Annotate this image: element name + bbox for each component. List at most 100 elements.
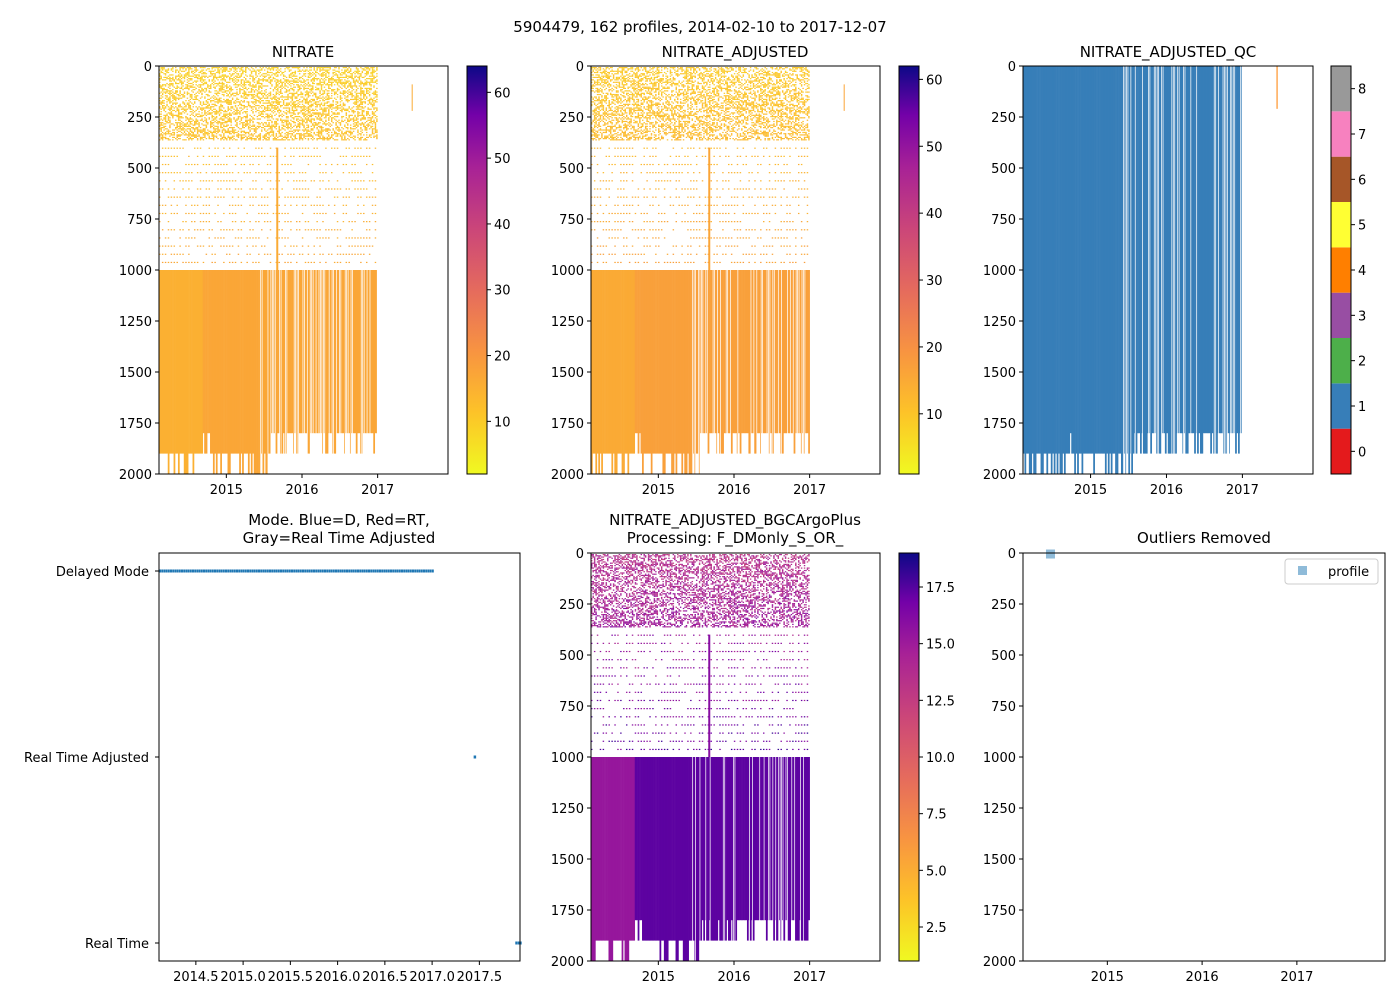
shallow-sample — [303, 81, 305, 83]
shallow-sample — [244, 86, 247, 88]
shallow-sample — [236, 122, 238, 124]
shallow-sample — [333, 89, 336, 91]
shallow-sample — [265, 123, 267, 125]
shallow-sample — [322, 100, 324, 102]
shallow-sample — [191, 95, 193, 97]
shallow-sample — [354, 81, 356, 83]
shallow-sample — [256, 109, 259, 112]
shallow-sample — [349, 84, 352, 86]
shallow-sample — [281, 135, 283, 137]
shallow-sample — [205, 125, 208, 127]
shallow-sample — [316, 134, 318, 136]
shallow-sample — [226, 163, 228, 166]
shallow-sample — [354, 155, 356, 157]
shallow-sample — [180, 87, 183, 90]
shallow-sample — [176, 86, 178, 88]
shallow-sample — [320, 69, 323, 71]
shallow-sample — [226, 124, 228, 126]
shallow-sample — [297, 125, 299, 127]
shallow-sample — [221, 91, 224, 93]
shallow-sample — [351, 118, 353, 120]
shallow-sample — [274, 96, 276, 98]
shallow-sample — [335, 106, 337, 108]
shallow-sample — [223, 82, 225, 85]
shallow-sample — [284, 85, 286, 87]
shallow-sample — [179, 67, 181, 69]
shallow-sample — [164, 120, 167, 123]
shallow-sample — [354, 103, 356, 105]
shallow-sample — [368, 196, 371, 198]
shallow-sample — [234, 113, 237, 115]
shallow-sample — [281, 98, 283, 101]
shallow-sample — [322, 253, 324, 255]
shallow-sample — [177, 112, 180, 114]
shallow-sample — [278, 80, 280, 82]
shallow-sample — [172, 115, 174, 118]
shallow-sample — [339, 109, 342, 112]
shallow-sample — [281, 131, 283, 134]
shallow-sample — [263, 69, 266, 71]
shallow-sample — [192, 128, 194, 130]
shallow-sample — [332, 122, 334, 124]
shallow-sample — [259, 79, 262, 81]
shallow-sample — [268, 128, 270, 130]
shallow-sample — [320, 78, 323, 80]
shallow-sample — [189, 96, 192, 98]
shallow-sample — [256, 122, 259, 124]
shallow-sample — [336, 107, 339, 109]
shallow-sample — [357, 180, 359, 182]
shallow-sample — [214, 104, 216, 107]
shallow-sample — [284, 135, 286, 137]
shallow-sample — [201, 109, 203, 112]
shallow-sample — [279, 134, 282, 136]
shallow-sample — [202, 221, 205, 223]
shallow-sample — [298, 93, 301, 96]
shallow-sample — [354, 135, 356, 137]
deep-profile-segment — [205, 270, 208, 454]
shallow-sample — [170, 147, 173, 149]
shallow-sample — [183, 128, 186, 130]
shallow-sample — [288, 67, 291, 69]
shallow-sample — [215, 85, 218, 87]
shallow-sample — [361, 98, 364, 101]
shallow-sample — [294, 67, 297, 69]
shallow-sample — [339, 95, 342, 97]
shallow-sample — [208, 130, 211, 132]
shallow-sample — [239, 103, 241, 105]
shallow-sample — [329, 136, 331, 138]
shallow-sample — [228, 180, 231, 182]
shallow-sample — [234, 212, 237, 215]
shallow-sample — [226, 95, 228, 97]
shallow-sample — [192, 131, 194, 134]
shallow-sample — [367, 92, 369, 94]
shallow-sample — [322, 81, 324, 83]
shallow-sample — [258, 114, 260, 116]
shallow-sample — [243, 70, 245, 72]
shallow-sample — [307, 70, 310, 72]
shallow-sample — [175, 119, 177, 121]
shallow-sample — [360, 108, 362, 110]
shallow-sample — [287, 126, 289, 129]
shallow-sample — [355, 68, 358, 70]
shallow-sample — [328, 113, 330, 115]
shallow-sample — [328, 86, 330, 88]
shallow-sample — [341, 92, 343, 94]
shallow-sample — [179, 68, 181, 70]
shallow-sample — [255, 107, 257, 109]
shallow-sample — [180, 97, 183, 99]
shallow-sample — [226, 130, 228, 132]
shallow-sample — [163, 108, 165, 110]
shallow-sample — [183, 103, 186, 105]
shallow-sample — [347, 101, 349, 103]
shallow-sample — [202, 134, 205, 136]
shallow-sample — [163, 91, 165, 93]
shallow-sample — [261, 100, 263, 102]
shallow-sample — [307, 92, 310, 94]
shallow-sample — [199, 221, 202, 223]
shallow-sample — [272, 102, 275, 104]
shallow-sample — [296, 115, 298, 118]
shallow-sample — [192, 126, 194, 129]
shallow-sample — [371, 117, 374, 119]
shallow-sample — [230, 119, 232, 121]
shallow-sample — [322, 69, 324, 71]
